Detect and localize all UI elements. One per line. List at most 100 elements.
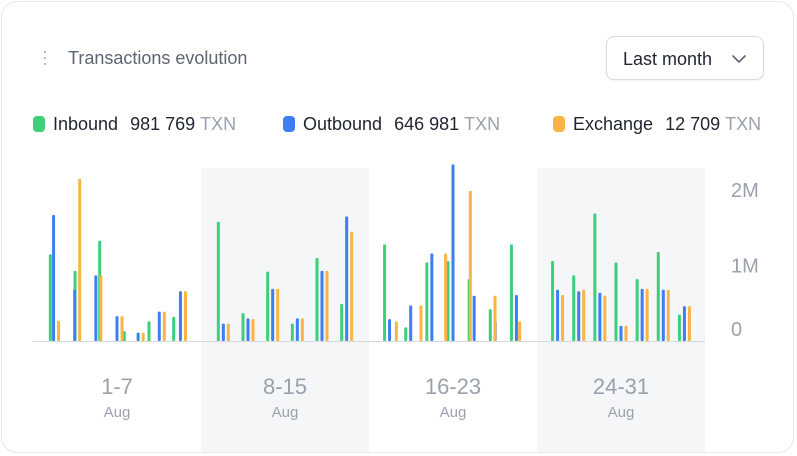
bar-outbound bbox=[345, 216, 349, 341]
bar-outbound bbox=[246, 318, 250, 341]
bar-exchange bbox=[276, 288, 280, 341]
bar-outbound bbox=[472, 295, 476, 341]
bar-exchange bbox=[251, 319, 255, 341]
bar-inbound bbox=[147, 321, 151, 341]
legend-swatch-exchange bbox=[553, 116, 565, 132]
bar-inbound bbox=[446, 261, 450, 341]
legend-value: 981 769 bbox=[130, 114, 196, 134]
bar-inbound bbox=[340, 304, 344, 341]
bar-exchange bbox=[325, 270, 329, 341]
bar-inbound bbox=[122, 331, 126, 341]
group-month-label: Aug bbox=[272, 404, 299, 421]
bar-outbound bbox=[409, 305, 413, 341]
bar-outbound bbox=[52, 214, 56, 341]
bar-outbound bbox=[115, 316, 119, 341]
bar-inbound bbox=[572, 275, 576, 341]
legend-unit: TXN bbox=[464, 114, 501, 134]
bar-inbound bbox=[656, 251, 660, 341]
legend-swatch-outbound bbox=[283, 116, 295, 132]
bar-exchange bbox=[350, 231, 354, 341]
more-options-icon[interactable] bbox=[39, 47, 51, 69]
legend-swatch-inbound bbox=[33, 116, 45, 132]
bar-inbound bbox=[614, 262, 618, 341]
bar-inbound bbox=[266, 271, 270, 341]
bar-exchange bbox=[582, 289, 586, 341]
bar-inbound bbox=[290, 323, 294, 341]
group-range-label: 24-31 bbox=[593, 374, 649, 399]
bar-inbound bbox=[404, 327, 408, 341]
bar-exchange bbox=[645, 288, 649, 341]
bar-outbound bbox=[320, 270, 324, 341]
bar-outbound bbox=[388, 319, 392, 341]
legend-value: 646 981 bbox=[394, 114, 460, 134]
bar-inbound bbox=[488, 309, 492, 341]
group-range-label: 1-7 bbox=[101, 374, 133, 399]
period-select-value: Last month bbox=[623, 49, 713, 69]
period-select[interactable]: Last month bbox=[606, 36, 764, 80]
bar-outbound bbox=[157, 311, 161, 341]
bar-inbound bbox=[509, 244, 513, 341]
bar-exchange bbox=[78, 178, 82, 341]
y-tick-label: 2M bbox=[731, 180, 759, 202]
bar-exchange bbox=[561, 294, 565, 341]
bar-inbound bbox=[383, 244, 387, 341]
bar-outbound bbox=[221, 323, 225, 341]
bar-outbound bbox=[682, 306, 686, 341]
bar-outbound bbox=[577, 291, 581, 341]
bar-outbound bbox=[514, 294, 518, 341]
bar-exchange bbox=[666, 289, 670, 341]
group-range-label: 8-15 bbox=[263, 374, 307, 399]
bar-exchange bbox=[141, 332, 145, 341]
bar-exchange bbox=[444, 253, 448, 341]
bar-exchange bbox=[603, 295, 607, 341]
bar-exchange bbox=[624, 325, 628, 341]
group-month-label: Aug bbox=[608, 404, 635, 421]
bar-exchange bbox=[57, 320, 61, 341]
bar-inbound bbox=[241, 313, 245, 341]
bar-outbound bbox=[640, 288, 644, 341]
legend-value: 12 709 bbox=[665, 114, 721, 134]
bar-outbound bbox=[556, 289, 560, 341]
legend-label: Outbound bbox=[303, 114, 383, 134]
legend-label: Exchange bbox=[573, 114, 654, 134]
bar-outbound bbox=[295, 318, 299, 341]
bar-exchange bbox=[493, 295, 497, 341]
bar-exchange bbox=[99, 275, 103, 341]
legend-item-exchange: Exchange 12 709 TXN bbox=[553, 113, 761, 135]
bar-outbound bbox=[73, 289, 77, 341]
bar-inbound bbox=[593, 213, 597, 341]
bar-outbound bbox=[94, 275, 98, 341]
legend-item-inbound: Inbound 981 769 TXN bbox=[33, 113, 236, 135]
bar-exchange bbox=[183, 291, 187, 341]
bar-outbound bbox=[598, 292, 602, 341]
bar-exchange bbox=[226, 323, 230, 341]
card-title: Transactions evolution bbox=[68, 48, 248, 68]
legend-item-outbound: Outbound 646 981 TXN bbox=[283, 113, 500, 135]
y-tick-label: 0 bbox=[731, 319, 742, 341]
bar-inbound bbox=[315, 258, 319, 341]
legend-unit: TXN bbox=[725, 114, 762, 134]
bar-exchange bbox=[468, 190, 472, 341]
bar-outbound bbox=[178, 291, 182, 341]
bar-outbound bbox=[451, 164, 455, 341]
bar-inbound bbox=[172, 316, 176, 341]
bar-inbound bbox=[551, 261, 555, 341]
bar-inbound bbox=[635, 279, 639, 341]
group-month-label: Aug bbox=[104, 404, 131, 421]
bar-outbound bbox=[430, 253, 434, 341]
chevron-down-icon bbox=[732, 55, 746, 63]
bar-inbound bbox=[216, 221, 220, 341]
group-month-label: Aug bbox=[440, 404, 467, 421]
bar-outbound bbox=[619, 325, 623, 341]
bar-outbound bbox=[136, 332, 140, 341]
bar-exchange bbox=[394, 321, 398, 341]
bar-inbound bbox=[677, 314, 681, 341]
group-range-label: 16-23 bbox=[425, 374, 481, 399]
bar-inbound bbox=[425, 262, 429, 341]
bar-exchange bbox=[162, 311, 166, 341]
bar-exchange bbox=[300, 318, 304, 341]
bar-exchange bbox=[419, 305, 423, 341]
bar-outbound bbox=[271, 288, 275, 341]
bar-exchange bbox=[687, 306, 691, 341]
